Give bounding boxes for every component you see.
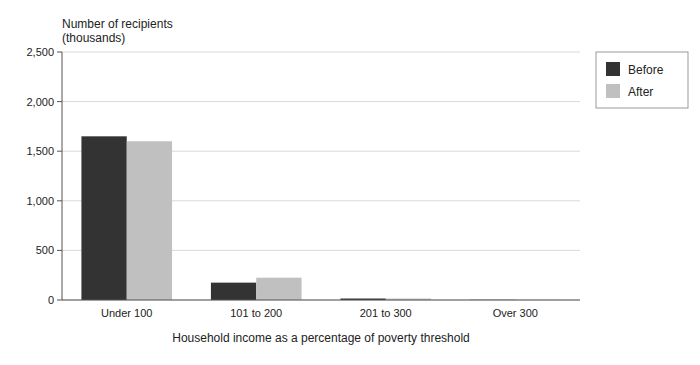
y-tick-label: 0 [48, 294, 54, 306]
y-tick [57, 101, 62, 102]
y-axis-line [62, 52, 63, 300]
x-axis-line [62, 300, 580, 301]
bar [127, 141, 172, 300]
y-tick-label: 2,500 [26, 46, 54, 58]
bars [81, 136, 560, 300]
legend-frame [596, 52, 688, 108]
bar [81, 136, 126, 300]
legend: Before After [596, 52, 688, 108]
bar [256, 278, 301, 300]
bar [211, 283, 256, 300]
y-tick [57, 151, 62, 152]
legend-swatch [606, 84, 620, 98]
y-tick-label: 2,000 [26, 96, 54, 108]
y-tick [57, 300, 62, 301]
y-ticks: 0 500 1,000 1,500 2,000 2,500 [26, 46, 62, 306]
chart-svg: Number of recipients(thousands) 0 500 1,000… [0, 0, 700, 365]
x-tick-label: Over 300 [493, 307, 538, 319]
y-axis-label: (thousands) [62, 31, 125, 45]
legend-label: Before [628, 63, 664, 77]
x-tick-label: 201 to 300 [360, 307, 412, 319]
x-axis-label: Household income as a percentage of pove… [172, 331, 470, 345]
y-tick-label: 1,500 [26, 145, 54, 157]
y-tick [57, 250, 62, 251]
grid-line [62, 52, 580, 53]
chart-container: Number of recipients(thousands) 0 500 1,000… [0, 0, 700, 365]
y-tick [57, 52, 62, 53]
y-tick [57, 200, 62, 201]
legend-swatch [606, 62, 620, 76]
y-axis-label: Number of recipients [62, 17, 173, 31]
x-tick-label: 101 to 200 [230, 307, 282, 319]
grid-line [62, 101, 580, 102]
grid-line [62, 300, 580, 301]
x-tick-label: Under 100 [101, 307, 152, 319]
y-tick-label: 1,000 [26, 195, 54, 207]
y-tick-label: 500 [36, 244, 54, 256]
legend-label: After [628, 85, 653, 99]
grid [62, 52, 580, 300]
